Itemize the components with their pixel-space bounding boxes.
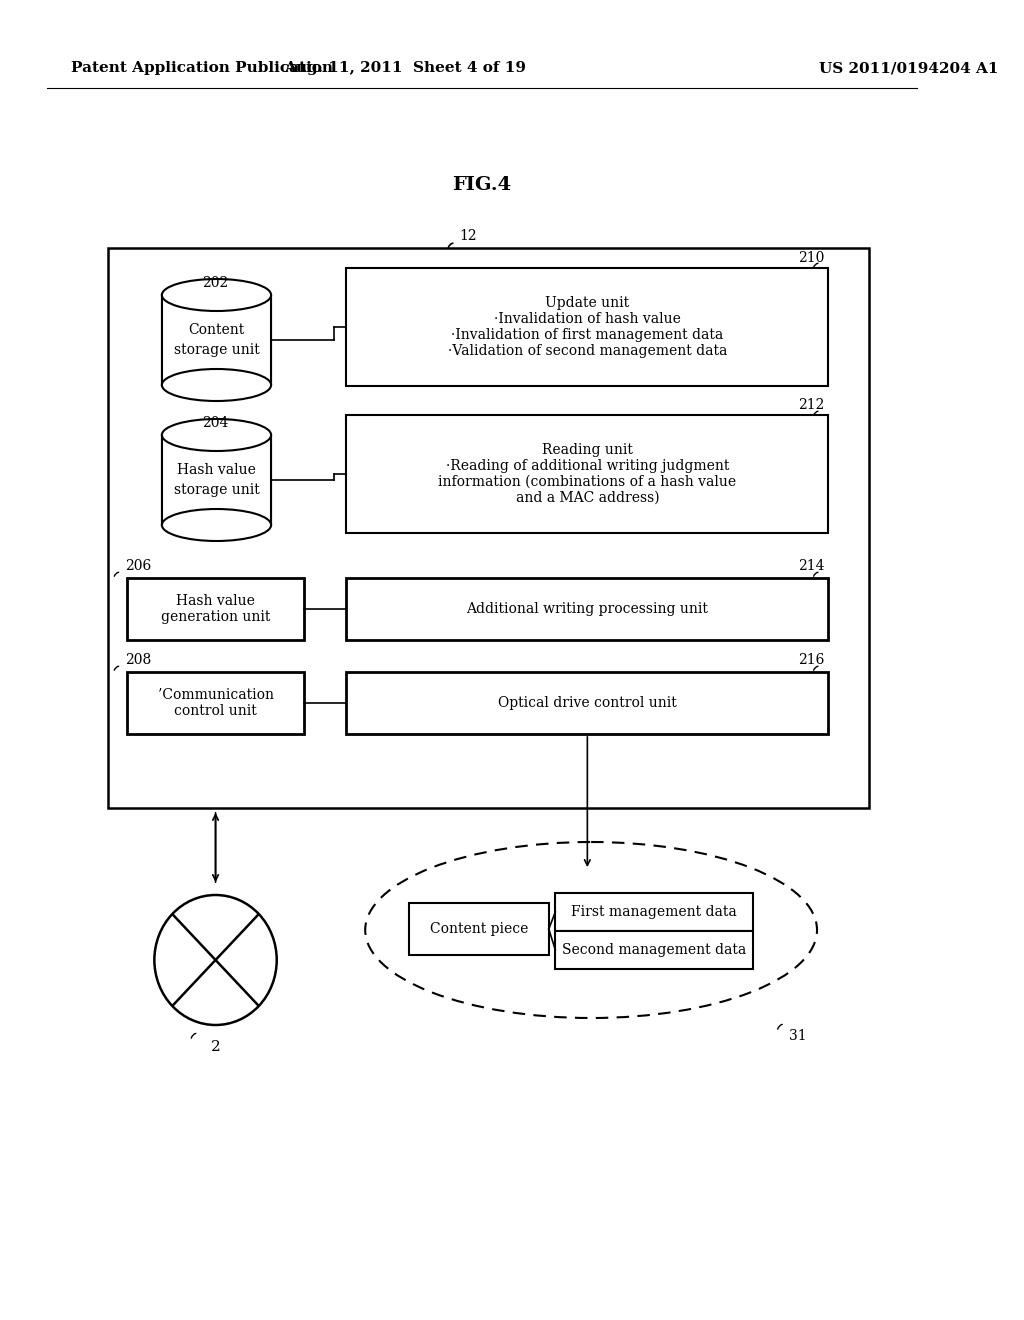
Bar	[346, 578, 828, 640]
Text: Hash value: Hash value	[176, 594, 255, 609]
Text: control unit: control unit	[174, 704, 257, 718]
Text: Reading unit: Reading unit	[542, 444, 633, 457]
Text: ·Validation of second management data: ·Validation of second management data	[447, 345, 727, 358]
Text: generation unit: generation unit	[161, 610, 270, 624]
Text: Additional writing processing unit: Additional writing processing unit	[466, 602, 709, 616]
Text: 206: 206	[125, 558, 152, 573]
Text: storage unit: storage unit	[174, 483, 259, 498]
Text: US 2011/0194204 A1: US 2011/0194204 A1	[819, 61, 998, 75]
Bar	[346, 672, 828, 734]
Bar	[555, 931, 753, 969]
Text: 204: 204	[203, 416, 228, 430]
Text: 212: 212	[798, 399, 824, 412]
Bar	[346, 414, 828, 533]
Text: ·Invalidation of first management data: ·Invalidation of first management data	[452, 327, 724, 342]
Bar	[127, 672, 304, 734]
Text: Second management data: Second management data	[562, 942, 746, 957]
Text: Hash value: Hash value	[177, 463, 256, 477]
Text: FIG.4: FIG.4	[453, 176, 511, 194]
Ellipse shape	[162, 510, 271, 541]
Text: Update unit: Update unit	[546, 296, 630, 310]
Text: and a MAC address): and a MAC address)	[515, 491, 659, 506]
Bar	[162, 436, 271, 525]
Text: ·Reading of additional writing judgment: ·Reading of additional writing judgment	[445, 459, 729, 473]
Text: First management data: First management data	[571, 906, 737, 919]
Ellipse shape	[162, 418, 271, 451]
Bar	[410, 903, 549, 954]
Text: storage unit: storage unit	[174, 343, 259, 356]
Ellipse shape	[162, 279, 271, 312]
Text: 12: 12	[460, 228, 477, 243]
Bar	[555, 894, 753, 931]
Text: 216: 216	[798, 653, 824, 667]
Text: ·Invalidation of hash value: ·Invalidation of hash value	[494, 312, 681, 326]
Bar	[127, 578, 304, 640]
Text: 208: 208	[125, 653, 152, 667]
Bar	[346, 268, 828, 385]
Text: information (combinations of a hash value: information (combinations of a hash valu…	[438, 475, 736, 488]
Text: Optical drive control unit: Optical drive control unit	[498, 696, 677, 710]
Text: Content piece: Content piece	[430, 921, 528, 936]
Text: 210: 210	[798, 251, 824, 265]
Text: Patent Application Publication: Patent Application Publication	[71, 61, 333, 75]
Text: 2: 2	[211, 1040, 220, 1053]
Text: 31: 31	[788, 1030, 807, 1043]
Text: 214: 214	[798, 558, 824, 573]
Text: ’Communication: ’Communication	[158, 688, 273, 702]
Ellipse shape	[162, 370, 271, 401]
Bar	[109, 248, 868, 808]
Bar	[162, 294, 271, 385]
Text: 202: 202	[203, 276, 228, 290]
Ellipse shape	[366, 842, 817, 1018]
Text: Content: Content	[188, 323, 245, 337]
Text: Aug. 11, 2011  Sheet 4 of 19: Aug. 11, 2011 Sheet 4 of 19	[284, 61, 525, 75]
